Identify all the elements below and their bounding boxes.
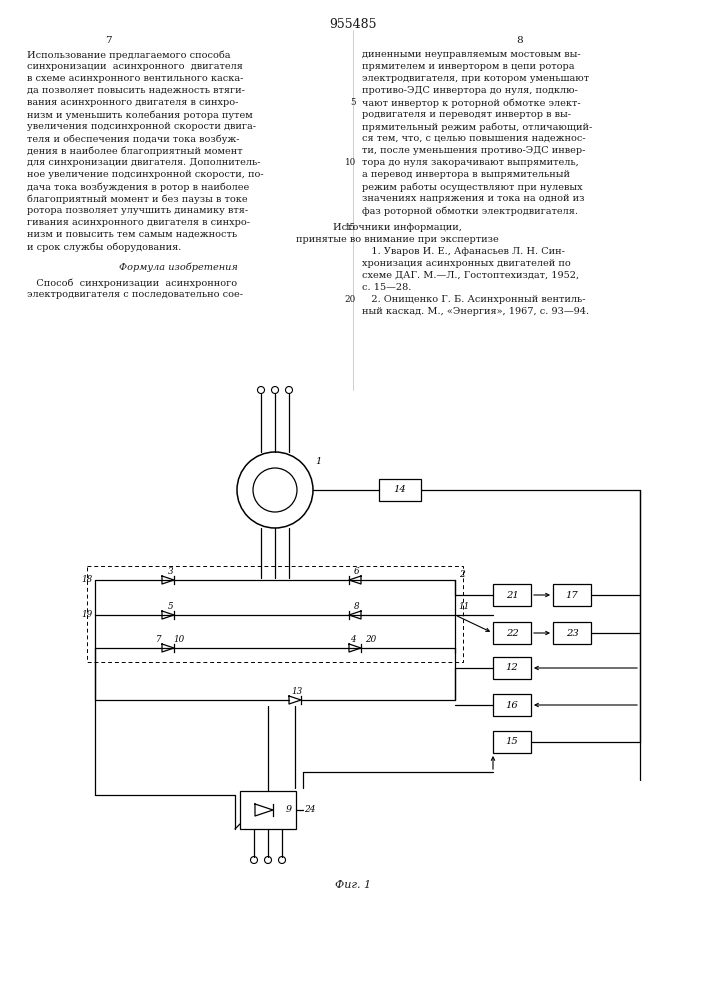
Text: благоприятный момент и без паузы в токе: благоприятный момент и без паузы в токе bbox=[27, 194, 247, 204]
Text: ся тем, что, с целью повышения надежнос-: ся тем, что, с целью повышения надежнос- bbox=[362, 134, 585, 143]
Text: и срок службы оборудования.: и срок службы оборудования. bbox=[27, 242, 182, 251]
Text: 8: 8 bbox=[354, 602, 360, 611]
Text: противо-ЭДС инвертора до нуля, подклю-: противо-ЭДС инвертора до нуля, подклю- bbox=[362, 86, 578, 95]
Text: родвигателя и переводят инвертор в вы-: родвигателя и переводят инвертор в вы- bbox=[362, 110, 571, 119]
Text: в схеме асинхронного вентильного каска-: в схеме асинхронного вентильного каска- bbox=[27, 74, 243, 83]
Text: 5: 5 bbox=[168, 602, 174, 611]
Text: 7: 7 bbox=[105, 36, 111, 45]
Text: 17: 17 bbox=[566, 590, 578, 599]
Text: Источники информации,: Источники информации, bbox=[332, 223, 462, 232]
Text: 13: 13 bbox=[291, 687, 303, 696]
Text: 4: 4 bbox=[350, 635, 356, 644]
Text: электродвигателя, при котором уменьшают: электродвигателя, при котором уменьшают bbox=[362, 74, 589, 83]
Text: 22: 22 bbox=[506, 629, 518, 638]
Text: ротора позволяет улучшить динамику втя-: ротора позволяет улучшить динамику втя- bbox=[27, 206, 248, 215]
Text: 20: 20 bbox=[365, 635, 376, 644]
Bar bbox=[493, 622, 531, 644]
Text: ти, после уменьшения противо-ЭДС инвер-: ти, после уменьшения противо-ЭДС инвер- bbox=[362, 146, 585, 155]
Text: 24: 24 bbox=[304, 806, 315, 814]
Text: ный каскад. М., «Энергия», 1967, с. 93—94.: ный каскад. М., «Энергия», 1967, с. 93—9… bbox=[362, 307, 589, 316]
Text: ное увеличение подсинхронной скорости, по-: ное увеличение подсинхронной скорости, п… bbox=[27, 170, 264, 179]
Text: Фиг. 1: Фиг. 1 bbox=[335, 880, 371, 890]
Text: 8: 8 bbox=[517, 36, 523, 45]
Text: 20: 20 bbox=[345, 295, 356, 304]
Text: 9: 9 bbox=[286, 806, 292, 814]
Bar bbox=[379, 479, 421, 501]
Text: тора до нуля закорачивают выпрямитель,: тора до нуля закорачивают выпрямитель, bbox=[362, 158, 579, 167]
Text: прямителем и инвертором в цепи ротора: прямителем и инвертором в цепи ротора bbox=[362, 62, 575, 71]
Text: 15: 15 bbox=[345, 223, 356, 232]
Text: 16: 16 bbox=[506, 700, 518, 710]
Text: для синхронизации двигателя. Дополнитель-: для синхронизации двигателя. Дополнитель… bbox=[27, 158, 260, 167]
Text: увеличения подсинхронной скорости двига-: увеличения подсинхронной скорости двига- bbox=[27, 122, 256, 131]
Text: 6: 6 bbox=[354, 567, 360, 576]
Text: Способ  синхронизации  асинхронного: Способ синхронизации асинхронного bbox=[27, 278, 237, 288]
Text: да позволяет повысить надежность втяги-: да позволяет повысить надежность втяги- bbox=[27, 86, 245, 95]
Bar bbox=[553, 584, 591, 606]
Text: 2. Онищенко Г. Б. Асинхронный вентиль-: 2. Онищенко Г. Б. Асинхронный вентиль- bbox=[362, 295, 585, 304]
Bar bbox=[493, 731, 531, 753]
Text: 2: 2 bbox=[459, 570, 464, 579]
Text: низм и повысить тем самым надежность: низм и повысить тем самым надежность bbox=[27, 230, 237, 239]
Bar bbox=[553, 622, 591, 644]
Text: режим работы осуществляют при нулевых: режим работы осуществляют при нулевых bbox=[362, 182, 583, 192]
Text: 23: 23 bbox=[566, 629, 578, 638]
Bar bbox=[87, 566, 463, 662]
Text: 12: 12 bbox=[506, 664, 518, 672]
Text: 5: 5 bbox=[351, 98, 356, 107]
Text: теля и обеспечения подачи тока возбуж-: теля и обеспечения подачи тока возбуж- bbox=[27, 134, 240, 143]
Bar bbox=[493, 584, 531, 606]
Text: схеме ДАГ. М.—Л., Гостоптехиздат, 1952,: схеме ДАГ. М.—Л., Гостоптехиздат, 1952, bbox=[362, 271, 579, 280]
Text: Использование предлагаемого способа: Использование предлагаемого способа bbox=[27, 50, 230, 60]
Text: синхронизации  асинхронного  двигателя: синхронизации асинхронного двигателя bbox=[27, 62, 243, 71]
Text: 21: 21 bbox=[506, 590, 518, 599]
Text: 7: 7 bbox=[156, 635, 162, 644]
Text: хронизация асинхронных двигателей по: хронизация асинхронных двигателей по bbox=[362, 259, 571, 268]
Text: с. 15—28.: с. 15—28. bbox=[362, 283, 411, 292]
Text: прямительный режим работы, отличающий-: прямительный режим работы, отличающий- bbox=[362, 122, 592, 131]
Text: 11: 11 bbox=[458, 602, 469, 611]
Text: электродвигателя с последовательно сое-: электродвигателя с последовательно сое- bbox=[27, 290, 243, 299]
Text: низм и уменьшить колебания ротора путем: низм и уменьшить колебания ротора путем bbox=[27, 110, 252, 119]
Text: 18: 18 bbox=[82, 575, 93, 584]
Text: принятые во внимание при экспертизе: принятые во внимание при экспертизе bbox=[296, 235, 498, 244]
Text: Формула изобретения: Формула изобретения bbox=[119, 262, 238, 271]
Bar bbox=[240, 791, 296, 829]
Text: дения в наиболее благоприятный момент: дения в наиболее благоприятный момент bbox=[27, 146, 243, 155]
Bar bbox=[493, 657, 531, 679]
Text: фаз роторной обмотки электродвигателя.: фаз роторной обмотки электродвигателя. bbox=[362, 206, 578, 216]
Text: 15: 15 bbox=[506, 738, 518, 746]
Text: значениях напряжения и тока на одной из: значениях напряжения и тока на одной из bbox=[362, 194, 585, 203]
Text: вания асинхронного двигателя в синхро-: вания асинхронного двигателя в синхро- bbox=[27, 98, 238, 107]
Text: 19: 19 bbox=[82, 610, 93, 619]
Text: 10: 10 bbox=[173, 635, 185, 644]
Text: 10: 10 bbox=[345, 158, 356, 167]
Text: дача тока возбуждения в ротор в наиболее: дача тока возбуждения в ротор в наиболее bbox=[27, 182, 250, 192]
Text: 14: 14 bbox=[394, 486, 407, 494]
Text: чают инвертор к роторной обмотке элект-: чают инвертор к роторной обмотке элект- bbox=[362, 98, 580, 107]
Text: 3: 3 bbox=[168, 567, 174, 576]
Text: 1. Уваров И. Е., Афанасьев Л. Н. Син-: 1. Уваров И. Е., Афанасьев Л. Н. Син- bbox=[362, 247, 565, 256]
Text: диненными неуправляемым мостовым вы-: диненными неуправляемым мостовым вы- bbox=[362, 50, 580, 59]
Text: гивания асинхронного двигателя в синхро-: гивания асинхронного двигателя в синхро- bbox=[27, 218, 250, 227]
Bar bbox=[493, 694, 531, 716]
Text: 955485: 955485 bbox=[329, 18, 377, 31]
Text: 1: 1 bbox=[315, 457, 321, 466]
Text: а перевод инвертора в выпрямительный: а перевод инвертора в выпрямительный bbox=[362, 170, 570, 179]
